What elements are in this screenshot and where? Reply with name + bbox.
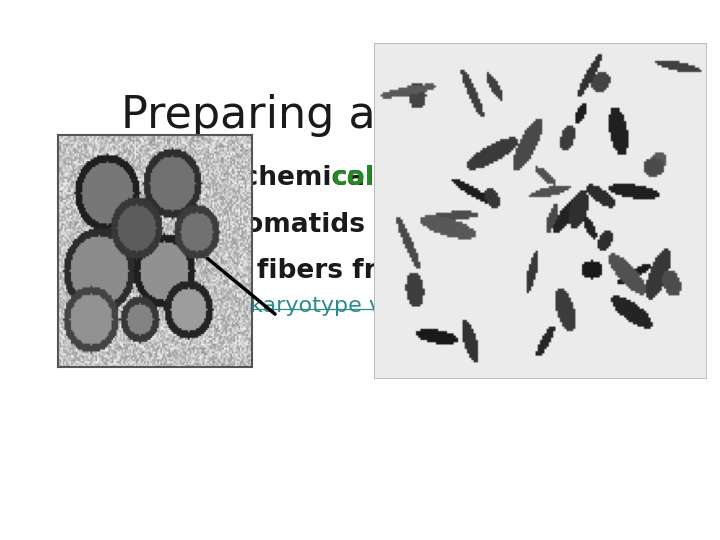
Text: •  making a karyotype video: • making a karyotype video	[112, 295, 430, 315]
Text: spindle fibers from forming): spindle fibers from forming)	[112, 258, 561, 284]
Text: ) to stop: ) to stop	[446, 165, 572, 191]
Text: Preparing a Karyotype: Preparing a Karyotype	[121, 94, 617, 137]
Text: • 4. Add chemical (: • 4. Add chemical (	[112, 165, 395, 191]
Text: colchicine: colchicine	[332, 165, 480, 191]
Text: the chromatids in metaphase (stops: the chromatids in metaphase (stops	[112, 212, 679, 238]
